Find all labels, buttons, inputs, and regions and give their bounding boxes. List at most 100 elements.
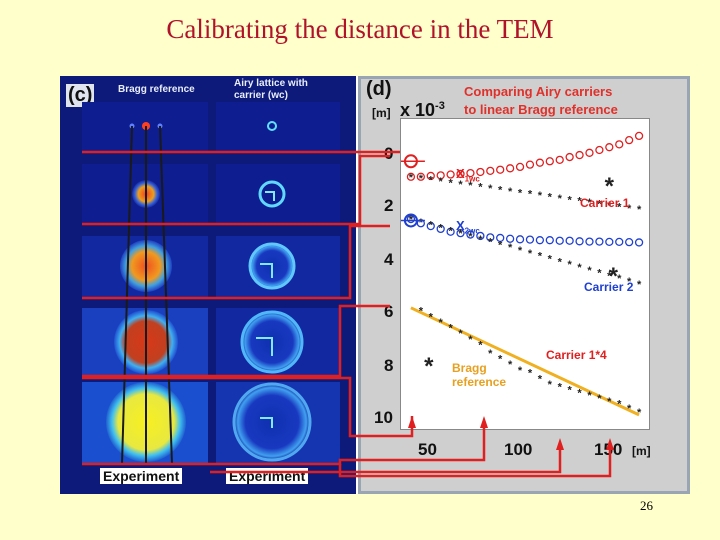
airy-cell-2: [216, 164, 340, 224]
data-point: *: [468, 180, 473, 192]
series-line-carrier1x4: [410, 306, 640, 417]
data-point: *: [558, 193, 563, 205]
data-point: *: [419, 306, 424, 318]
data-point: *: [528, 368, 533, 380]
data-point: [496, 233, 505, 243]
data-point: *: [637, 279, 642, 291]
data-point: *: [617, 201, 622, 213]
data-point: [525, 235, 535, 244]
data-point: [406, 172, 416, 181]
data-point: *: [528, 248, 533, 260]
legend-x1wc: X1wc: [456, 166, 480, 184]
data-point: *: [439, 223, 444, 235]
data-point: *: [458, 228, 463, 240]
data-point: *: [448, 177, 453, 189]
data-point: *: [637, 407, 642, 419]
data-point: *: [508, 359, 513, 371]
data-point: [456, 228, 465, 238]
data-point: [615, 140, 624, 149]
data-point: *: [548, 379, 553, 391]
x-tick-label: 100: [504, 440, 533, 459]
data-point: [476, 231, 485, 241]
legend-marker: *: [424, 353, 434, 380]
data-point: *: [567, 385, 572, 397]
data-point: *: [577, 196, 582, 208]
figure: (c) Bragg reference Airy lattice with ca…: [60, 76, 690, 494]
data-point: *: [498, 184, 503, 196]
data-point: *: [558, 256, 563, 268]
data-point: [555, 155, 564, 165]
airy-cell-1: [216, 102, 340, 152]
y-unit: [m]: [372, 106, 391, 120]
data-point: [406, 214, 416, 224]
data-point: *: [587, 265, 592, 277]
data-point: *: [587, 390, 592, 402]
data-point: [436, 171, 445, 180]
y-tick-label: 6: [384, 302, 394, 321]
data-point: [625, 238, 634, 247]
data-point: *: [488, 183, 493, 195]
data-point: [545, 236, 554, 245]
data-point: [575, 150, 584, 160]
legend-marker: *: [605, 173, 615, 200]
experiment-label-1: Experiment: [100, 468, 183, 484]
data-point: [525, 160, 535, 169]
data-point: *: [498, 354, 503, 366]
y-tick-label: 4: [384, 250, 394, 269]
x-unit: [m]: [632, 444, 651, 458]
data-point: *: [478, 182, 483, 194]
data-point: [565, 236, 574, 245]
data-point: [446, 170, 455, 179]
legend-marker: *: [609, 263, 619, 290]
data-point: *: [409, 172, 414, 184]
data-point: *: [558, 382, 563, 394]
legend-x2wc: X2wc: [456, 218, 480, 236]
legend-bragg-line2: reference: [452, 375, 507, 389]
airy-spot: [267, 121, 277, 131]
data-point: [515, 162, 525, 172]
data-point: *: [458, 179, 463, 191]
y-tick-label: 2: [384, 196, 394, 215]
data-point: *: [548, 192, 553, 204]
data-point: [605, 143, 614, 152]
data-point: *: [508, 242, 513, 254]
panel-d-label: (d): [366, 78, 392, 100]
data-point: *: [587, 197, 592, 209]
legend-carrier1: Carrier 1: [580, 196, 630, 210]
data-point: *: [567, 194, 572, 206]
scatter-plot: * * * * * * * * * * * * * * * * * * * * * * * * * * * * * * * * * * * * * * * *…: [401, 131, 644, 419]
experiment-label-2: Experiment: [226, 468, 309, 484]
data-point: *: [617, 399, 622, 411]
data-point: *: [617, 273, 622, 285]
data-point: *: [597, 393, 602, 405]
experiment-images: [82, 102, 340, 465]
data-point: *: [429, 311, 434, 323]
data-point: *: [597, 268, 602, 280]
data-point: *: [518, 245, 523, 257]
data-point: [486, 233, 495, 242]
data-point: [426, 221, 435, 231]
y-tick-label: 10: [374, 408, 393, 427]
data-point: *: [637, 204, 642, 216]
data-point: [505, 164, 515, 173]
data-point: [585, 148, 594, 157]
legend-carrier2: Carrier 2: [584, 280, 634, 294]
airy-header-line2: carrier (wc): [234, 90, 288, 101]
panel-c-label: (c): [66, 84, 95, 107]
data-point: *: [488, 237, 493, 249]
experiment-panel: (c) Bragg reference Airy lattice with ca…: [60, 76, 356, 494]
data-point: *: [627, 276, 632, 288]
data-point: *: [538, 373, 543, 385]
data-point: [436, 224, 445, 234]
airy-header-line1: Airy lattice with: [234, 78, 308, 89]
data-point: [535, 236, 545, 245]
data-point: [416, 172, 425, 181]
data-point: *: [567, 259, 572, 271]
chart-title-line2: to linear Bragg reference: [464, 102, 618, 117]
data-point: [426, 171, 435, 181]
data-point: [595, 237, 604, 246]
legend-bragg-line1: Bragg: [452, 361, 487, 375]
y-tick-label: 8: [384, 356, 394, 375]
data-point: [595, 145, 604, 155]
data-point: *: [548, 254, 553, 266]
